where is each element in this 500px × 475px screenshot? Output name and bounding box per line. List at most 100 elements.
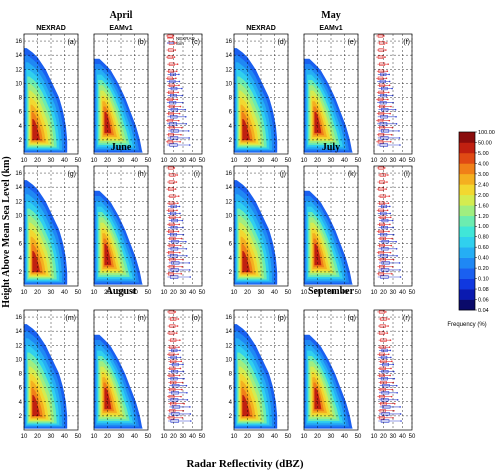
x-tick-label: 10 xyxy=(21,158,28,164)
sim-box xyxy=(170,129,179,133)
nexrad-box xyxy=(379,173,386,177)
x-tick-label: 40 xyxy=(341,158,348,164)
sim-box xyxy=(171,405,181,409)
sim-marker xyxy=(399,269,401,271)
nexrad-box xyxy=(379,104,386,109)
sim-box xyxy=(169,211,177,216)
nexrad-box xyxy=(377,97,384,102)
colorbar-tick-label: 1.60 xyxy=(478,203,489,209)
nexrad-box xyxy=(377,76,384,80)
sim-marker xyxy=(181,87,183,90)
nexrad-box xyxy=(378,331,385,335)
nexrad-box xyxy=(379,258,386,262)
panel: 10 20 30 40 50 (e) xyxy=(301,33,362,164)
panel: 10 20 30 40 50 (o) xyxy=(161,309,206,440)
x-tick-label: 30 xyxy=(118,158,125,164)
sim-marker xyxy=(186,255,188,257)
panel-frame xyxy=(163,309,203,431)
x-tick-label: 50 xyxy=(355,434,362,440)
nexrad-box xyxy=(168,201,175,205)
nexrad-box xyxy=(169,345,176,349)
nexrad-box xyxy=(169,258,176,262)
sim-marker xyxy=(395,384,398,387)
nexrad-marker xyxy=(179,141,181,143)
panel-label: (i) xyxy=(194,171,200,178)
nexrad-box xyxy=(169,215,176,219)
nexrad-box xyxy=(168,111,174,116)
nexrad-marker xyxy=(391,273,393,275)
sim-marker xyxy=(398,137,401,139)
x-tick-label: 50 xyxy=(285,290,292,296)
panel-frame xyxy=(93,309,149,431)
x-tick-label: 50 xyxy=(409,290,416,296)
colorbar-segment xyxy=(459,132,475,143)
sim-marker xyxy=(391,219,394,222)
x-tick-label: 20 xyxy=(170,158,177,164)
cfad-contour xyxy=(242,250,251,273)
colorbar-segment xyxy=(459,194,475,206)
sim-box xyxy=(381,86,388,91)
nexrad-box xyxy=(168,272,174,276)
nexrad-marker xyxy=(388,346,391,349)
sim-box xyxy=(381,129,390,133)
nexrad-box xyxy=(168,83,175,87)
panel-data xyxy=(24,324,68,429)
nexrad-marker xyxy=(176,209,178,212)
month-title: July xyxy=(322,142,340,153)
month-title: September xyxy=(308,286,355,297)
x-tick-label: 20 xyxy=(104,158,111,164)
nexrad-box xyxy=(169,380,177,385)
nexrad-box xyxy=(379,83,386,87)
x-tick-label: 10 xyxy=(301,158,308,164)
nexrad-marker xyxy=(393,409,395,412)
nexrad-box xyxy=(379,265,385,269)
nexrad-marker xyxy=(387,91,390,94)
nexrad-marker xyxy=(387,325,389,327)
source-label: NEXRAD xyxy=(36,25,66,32)
colorbar-tick-label: 50.00 xyxy=(478,140,492,146)
y-tick-label: 12 xyxy=(15,343,22,349)
nexrad-marker xyxy=(177,353,179,356)
colorbar-segment xyxy=(459,268,475,279)
nexrad-box xyxy=(168,187,174,191)
panel-data xyxy=(24,48,68,153)
sim-box xyxy=(171,384,180,388)
x-tick-label: 40 xyxy=(131,434,138,440)
nexrad-box xyxy=(379,180,385,184)
colorbar-tick-label: 4.00 xyxy=(478,161,489,167)
nexrad-box xyxy=(168,126,175,130)
colorbar-tick-label: 3.00 xyxy=(478,172,489,178)
colorbar-segment xyxy=(459,205,475,217)
x-tick-label: 20 xyxy=(244,290,251,296)
colorbar-segment xyxy=(459,226,475,238)
panel: 10 20 30 40 50 2 4 6 8 10 12 14 16 (j) xyxy=(225,165,292,296)
panel-label: (m) xyxy=(66,315,77,322)
x-tick-label: 40 xyxy=(189,158,196,164)
sim-box xyxy=(380,204,388,209)
sim-box xyxy=(170,108,179,112)
nexrad-box xyxy=(168,104,175,109)
y-tick-label: 8 xyxy=(19,228,23,234)
nexrad-marker xyxy=(392,417,394,419)
x-tick-label: 20 xyxy=(244,158,251,164)
nexrad-box xyxy=(168,416,175,420)
x-tick-label: 50 xyxy=(145,158,152,164)
month-title: May xyxy=(321,10,340,21)
y-tick-label: 2 xyxy=(229,270,233,276)
sim-box xyxy=(381,391,390,395)
sim-box xyxy=(380,233,388,237)
panel-label: (d) xyxy=(277,39,286,46)
nexrad-box xyxy=(377,55,384,59)
nexrad-box xyxy=(378,133,385,137)
sim-marker xyxy=(395,123,398,125)
x-tick-label: 30 xyxy=(328,290,335,296)
nexrad-marker xyxy=(385,42,388,44)
colorbar-tick-label: 5.00 xyxy=(478,151,489,157)
nexrad-box xyxy=(379,41,386,45)
x-tick-label: 20 xyxy=(170,290,177,296)
